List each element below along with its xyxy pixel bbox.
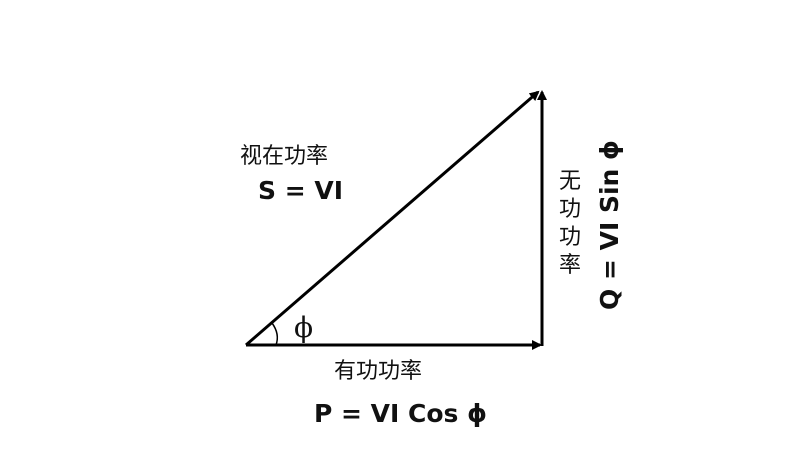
apparent-power-vector xyxy=(245,90,540,347)
angle-symbol: ϕ xyxy=(294,311,313,344)
apparent-power-formula: S = VI xyxy=(258,176,343,205)
reactive-power-label: 无 功 功 率 xyxy=(559,169,581,278)
reactive-label-char: 无 xyxy=(559,169,581,194)
active-power-label: 有功功率 xyxy=(334,359,422,384)
reactive-power-formula: Q = VI Sin ϕ xyxy=(595,140,624,310)
active-power-formula: P = VI Cos ϕ xyxy=(314,399,487,428)
angle-arc xyxy=(271,322,279,346)
reactive-label-char: 率 xyxy=(559,253,581,278)
reactive-label-char: 功 xyxy=(559,225,581,250)
apparent-power-label: 视在功率 xyxy=(240,144,328,169)
reactive-label-char: 功 xyxy=(559,197,581,222)
